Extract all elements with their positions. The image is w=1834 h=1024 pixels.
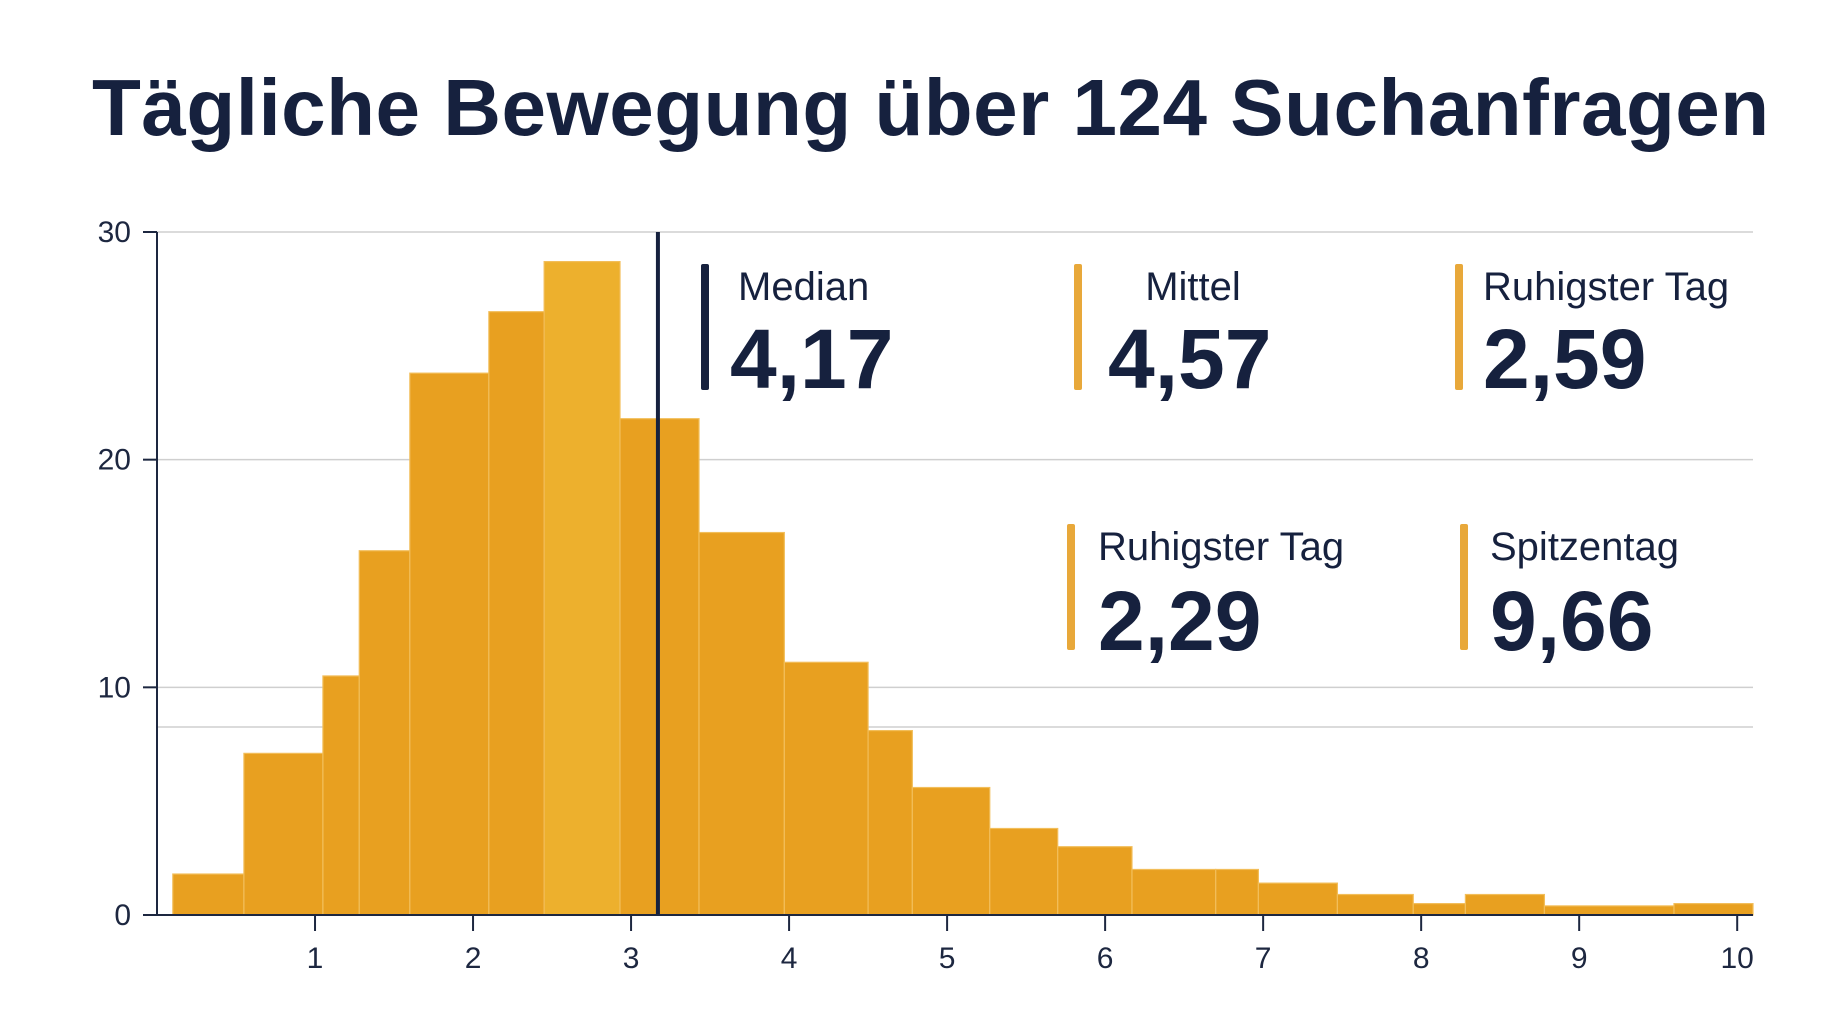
histogram-bar-13 [989, 827, 1059, 916]
histogram-bar-14 [1057, 846, 1133, 916]
histogram-bar-9 [698, 531, 785, 916]
stat-marker-4 [1067, 524, 1075, 650]
y-tick-label-10: 10 [98, 671, 131, 704]
histogram-bar-21 [1543, 905, 1675, 916]
histogram-bar-10 [783, 661, 869, 916]
x-tick-label-3: 3 [623, 942, 640, 975]
x-tick-label-6: 6 [1097, 942, 1114, 975]
y-tick-label-30: 30 [98, 216, 131, 249]
stat-marker-2 [1074, 264, 1082, 390]
stat-label-1: Median [738, 265, 869, 309]
histogram-bar-4 [358, 550, 411, 916]
x-tick-label-7: 7 [1255, 942, 1272, 975]
stat-label-2: Mittel [1145, 265, 1241, 309]
x-tick-label-4: 4 [781, 942, 798, 975]
histogram-bar-1 [172, 873, 245, 916]
histogram-bar-22 [1673, 903, 1754, 916]
stat-value-1: 4,17 [730, 312, 894, 406]
y-tick-label-0: 0 [114, 899, 131, 932]
y-tick-label-20: 20 [98, 444, 131, 477]
histogram-bar-12 [911, 786, 991, 916]
x-tick-label-5: 5 [939, 942, 956, 975]
histogram-bar-16 [1215, 868, 1259, 916]
stat-value-2: 4,57 [1108, 312, 1272, 406]
axes: 0 10 20 30 1 2 3 4 5 6 7 8 9 10 [98, 216, 1754, 975]
histogram-bar-6 [488, 311, 545, 916]
x-tick-label-9: 9 [1571, 942, 1588, 975]
x-tick-label-8: 8 [1413, 942, 1430, 975]
histogram-bar-15 [1131, 868, 1217, 916]
stat-value-4: 2,29 [1098, 574, 1262, 668]
chart-title: Tägliche Bewegung über 124 Suchanfragen [92, 63, 1770, 152]
x-tick-label-10: 10 [1721, 942, 1754, 975]
stat-label-4: Ruhigster Tag [1098, 525, 1344, 569]
histogram-bar-5 [409, 372, 490, 916]
histogram-bar-2 [243, 752, 324, 916]
x-tick-label-2: 2 [465, 942, 482, 975]
histogram-bar-3 [322, 675, 360, 916]
stat-marker-1 [701, 264, 709, 390]
stat-label-5: Spitzentag [1490, 525, 1679, 569]
histogram-bar-19 [1412, 903, 1467, 916]
x-tick-label-1: 1 [307, 942, 324, 975]
histogram-bar-17 [1257, 882, 1339, 916]
stat-value-5: 9,66 [1490, 574, 1654, 668]
stat-value-3: 2,59 [1483, 312, 1647, 406]
histogram-bar-20 [1464, 893, 1546, 916]
stat-marker-5 [1460, 524, 1468, 650]
stat-label-3: Ruhigster Tag [1483, 265, 1729, 309]
stat-marker-3 [1455, 264, 1463, 390]
histogram-bar-11 [867, 729, 913, 916]
histogram-bar-18 [1336, 893, 1414, 916]
histogram-bar-7 [543, 260, 621, 916]
